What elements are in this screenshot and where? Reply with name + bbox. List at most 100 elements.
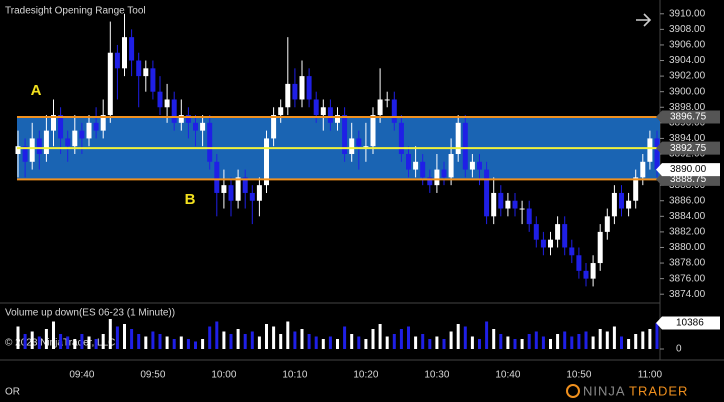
volume-bar (172, 339, 176, 349)
x-tick-label: 10:30 (424, 370, 449, 381)
candle-body (434, 169, 440, 186)
volume-bar (364, 339, 368, 349)
price-marker-label: 3888.75 (670, 174, 707, 185)
volume-bar (279, 334, 283, 349)
volume-bar (371, 329, 375, 349)
logo-text: NINJA (583, 383, 626, 398)
candle-body (526, 208, 532, 225)
volume-bar (435, 336, 439, 349)
volume-bar (641, 331, 645, 349)
candle-body (278, 107, 284, 116)
volume-bar (492, 329, 496, 349)
value-marker-label: 10386 (676, 318, 704, 329)
candle-body (391, 99, 397, 123)
volume-bar (179, 336, 183, 349)
candle-body (398, 122, 404, 154)
volume-bar (23, 334, 27, 349)
candle-body (498, 192, 504, 209)
x-tick-label: 09:40 (69, 370, 94, 381)
candle-body (313, 99, 319, 116)
x-tick-label: 10:40 (495, 370, 520, 381)
volume-bar (80, 334, 84, 349)
volume-bar (584, 331, 588, 349)
volume-bar (101, 334, 105, 349)
volume-bar (392, 334, 396, 349)
annotation: A (31, 82, 42, 99)
volume-bar (343, 326, 347, 349)
y-tick-label: 3906.00 (669, 40, 706, 51)
candle-body (72, 130, 78, 147)
volume-bar (94, 339, 98, 349)
volume-bar (293, 331, 297, 349)
candle-body (370, 115, 376, 147)
y-tick-label: 3898.00 (669, 102, 706, 113)
candle-body (171, 99, 177, 123)
candle-body (178, 115, 184, 123)
candle-body (377, 99, 383, 116)
volume-bar (300, 329, 304, 349)
volume-bar (421, 334, 425, 349)
candle-body (264, 138, 269, 186)
candle-body (93, 122, 99, 131)
candle-body (228, 185, 234, 201)
candle-body (15, 146, 21, 154)
candle-body (413, 161, 419, 170)
annotation: B (185, 191, 196, 208)
volume-bar (165, 336, 169, 349)
volume-bar (321, 339, 325, 349)
volume-bar (407, 326, 410, 349)
candle-body (406, 154, 411, 170)
candle-body (157, 91, 163, 108)
volume-bar (563, 331, 567, 349)
volume-bar (66, 336, 70, 349)
candle-body (569, 247, 575, 256)
candle-body (107, 52, 113, 116)
candle-body (221, 185, 227, 193)
candle-body (320, 107, 326, 116)
volume-bar (286, 321, 290, 349)
y-tick-label: 3902.00 (669, 71, 706, 82)
volume-bar (598, 329, 602, 349)
y-tick-label: 3910.00 (669, 8, 706, 19)
x-tick-label: 11:00 (638, 370, 663, 381)
candle-body (533, 224, 539, 240)
candle-body (540, 239, 546, 248)
volume-bar (442, 339, 446, 349)
candle-body (647, 138, 653, 162)
candle-body (640, 161, 646, 178)
candle-body (207, 122, 213, 162)
volume-bar (222, 331, 226, 349)
volume-bar (123, 324, 126, 349)
candle-body (29, 138, 35, 162)
volume-bar (499, 334, 503, 349)
volume-bar (463, 326, 467, 349)
candle-body (306, 76, 312, 100)
volume-bar (520, 339, 524, 349)
volume-bar (37, 336, 41, 349)
volume-bar (513, 339, 517, 349)
volume-bar (428, 339, 432, 349)
volume-bar (52, 321, 55, 349)
candle-body (43, 130, 49, 154)
y-tick-label: 3882.00 (669, 227, 706, 238)
volume-bar (399, 329, 403, 349)
volume-bar (612, 326, 616, 349)
volume-bar (194, 341, 197, 349)
volume-bar (534, 331, 538, 349)
volume-bar (130, 329, 134, 349)
candle-body (491, 192, 497, 217)
volume-bar (307, 334, 311, 349)
expand-icon[interactable] (636, 13, 652, 27)
candle-body (164, 99, 170, 108)
price-marker (656, 110, 720, 124)
volume-bar (229, 334, 233, 349)
candle-body (100, 115, 106, 131)
candle-body (462, 122, 468, 170)
candle-body (292, 83, 298, 100)
volume-bar (577, 334, 581, 349)
candle-body (363, 146, 369, 148)
volume-bar (655, 323, 659, 349)
y-tick-label: 3884.00 (669, 211, 706, 222)
candle-body (505, 200, 511, 209)
